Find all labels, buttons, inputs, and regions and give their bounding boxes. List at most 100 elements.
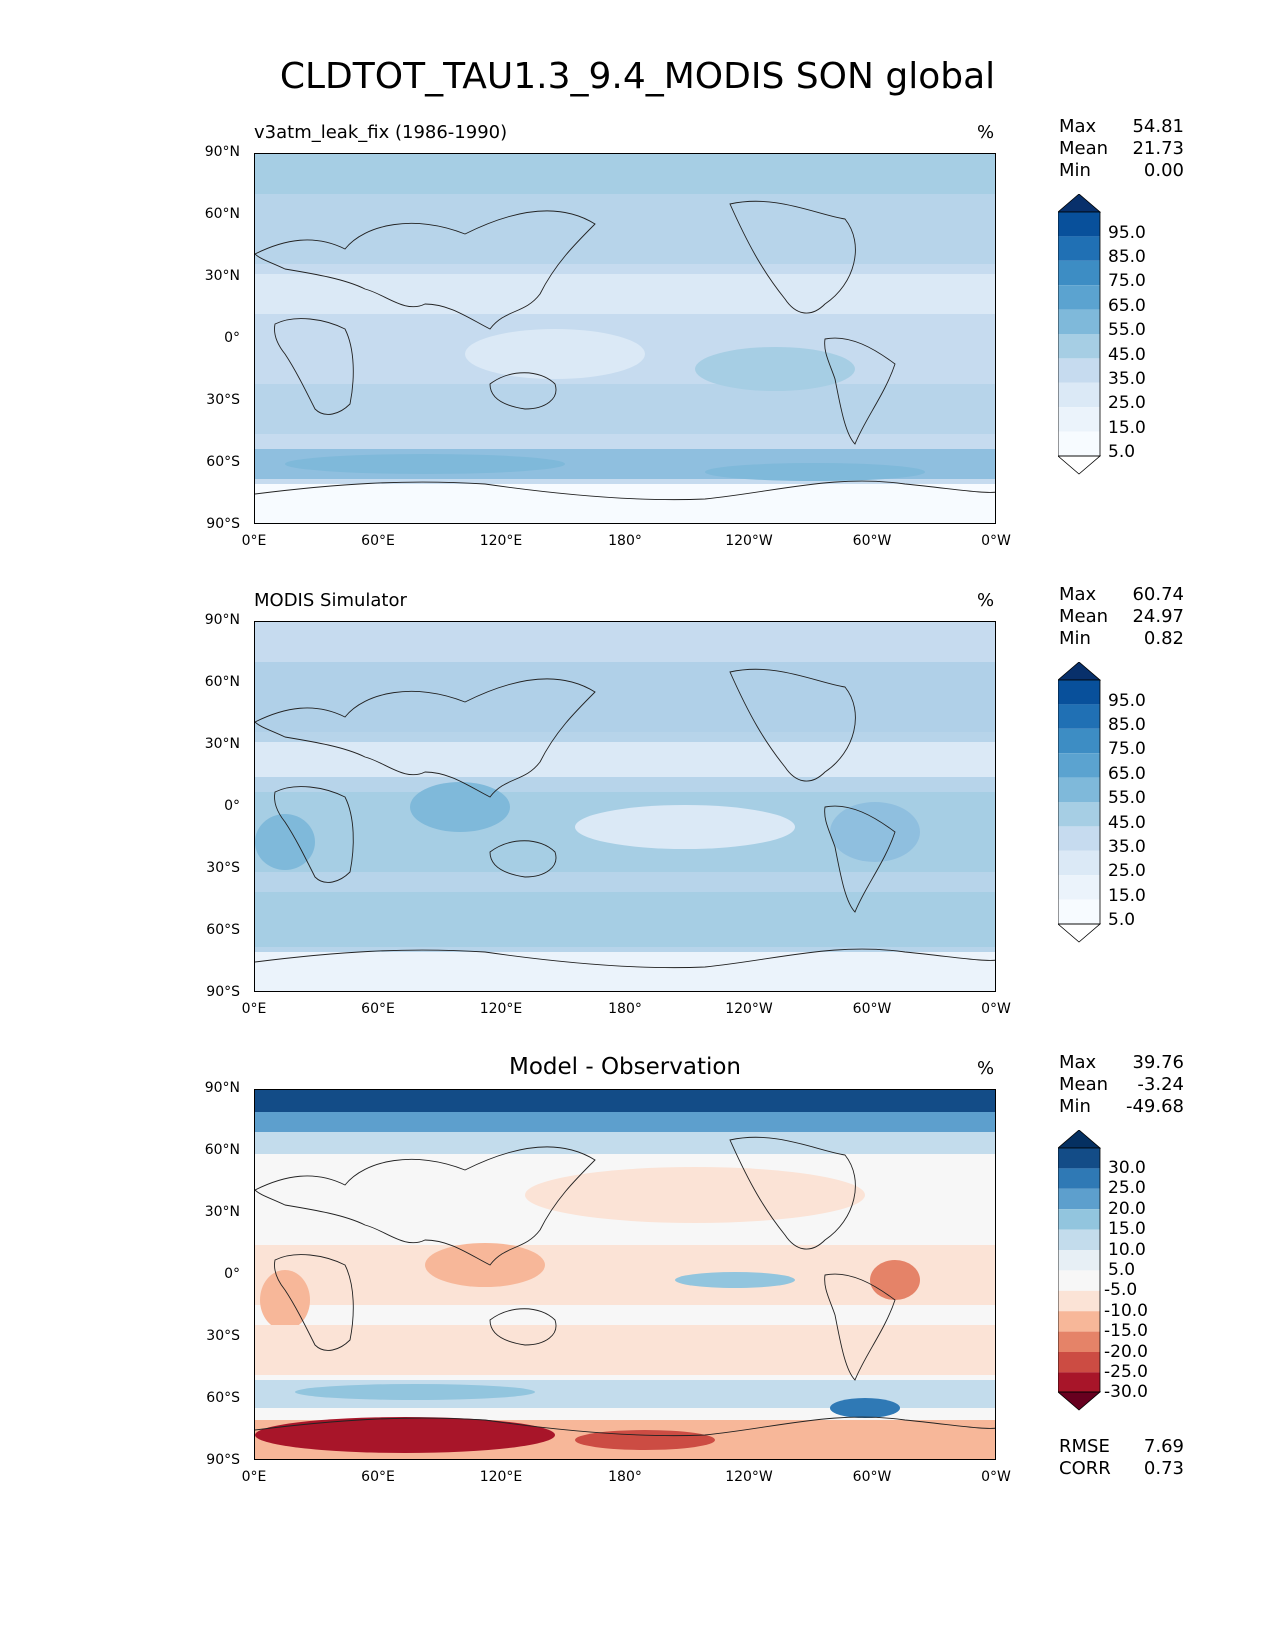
- colorbar-swatch: [1058, 358, 1100, 383]
- colorbar-extend-top: [1058, 662, 1102, 681]
- stat-max-value: 39.76: [1132, 1052, 1184, 1073]
- ytick-label: 90°S: [206, 516, 240, 532]
- xtick-label: 60°E: [361, 533, 395, 549]
- field-feature-3: [285, 454, 565, 474]
- colorbar-tick-label: 15.0: [1108, 1219, 1146, 1239]
- colorbar-tick-label: 85.0: [1108, 715, 1146, 735]
- ytick-label: 90°N: [204, 612, 240, 628]
- map-plot-area: [254, 1089, 996, 1460]
- field-feature-2: [410, 782, 510, 832]
- colorbar-swatch: [1058, 212, 1100, 237]
- colorbar-tick-label: 10.0: [1108, 1240, 1146, 1260]
- field-feature-indonesia: [425, 1243, 545, 1287]
- ytick-label: 90°N: [204, 1080, 240, 1096]
- stat-max-label: Max: [1059, 584, 1097, 605]
- field-band-north-mid: [255, 662, 995, 732]
- xtick-label: 60°W: [852, 533, 892, 549]
- stat-mean-value: 21.73: [1132, 138, 1184, 159]
- colorbar-swatch: [1058, 777, 1100, 802]
- colorbar-swatch: [1058, 1188, 1100, 1210]
- colorbar-frame: [1058, 679, 1101, 925]
- ytick-label: 60°S: [206, 454, 240, 470]
- colorbar-swatch: [1058, 728, 1100, 754]
- metric-rmse-value: 7.69: [1143, 1436, 1184, 1457]
- colorbar-tick-label: 65.0: [1108, 764, 1146, 784]
- colorbar-swatch: [1058, 875, 1100, 900]
- stat-min-label: Min: [1059, 160, 1091, 181]
- colorbar-tick-label: 95.0: [1108, 223, 1146, 243]
- stat-max-value: 54.81: [1132, 116, 1184, 137]
- field-band-southern-ocean: [255, 892, 995, 947]
- field-feature-pacific-n: [525, 1167, 865, 1223]
- units-label: %: [977, 590, 995, 611]
- field-band-arctic-2: [255, 1112, 995, 1132]
- stat-mean-value: -3.24: [1137, 1074, 1184, 1095]
- field-band-north-mid: [255, 194, 995, 264]
- colorbar-swatch: [1058, 1209, 1100, 1230]
- stat-mean-label: Mean: [1059, 138, 1109, 159]
- field-feature-2: [695, 347, 855, 391]
- colorbar-swatch: [1058, 850, 1100, 876]
- colorbar-swatch: [1058, 1229, 1100, 1250]
- stat-mean-value: 24.97: [1132, 606, 1184, 627]
- stat-mean-label: Mean: [1059, 606, 1109, 627]
- xtick-label: 60°W: [852, 1469, 892, 1485]
- field-band-arctic: [255, 622, 995, 662]
- xtick-label: 180°: [608, 1469, 642, 1485]
- field-feature-southern-ocean: [295, 1384, 535, 1400]
- stat-max-label: Max: [1059, 1052, 1097, 1073]
- metric-rmse-label: RMSE: [1059, 1436, 1110, 1457]
- map-field: [255, 154, 995, 523]
- colorbar-swatch: [1058, 704, 1100, 729]
- colorbar-tick-label: 35.0: [1108, 369, 1146, 389]
- ytick-label: 30°S: [206, 392, 240, 408]
- field-feature-1: [575, 805, 795, 849]
- colorbar-swatch: [1058, 899, 1100, 924]
- colorbar-tick-label: 25.0: [1108, 1178, 1146, 1198]
- xtick-label: 120°E: [479, 1469, 523, 1485]
- xtick-label: 180°: [608, 533, 642, 549]
- ytick-label: 30°N: [204, 268, 240, 284]
- map-field: [255, 1090, 995, 1459]
- field-feature-1: [465, 329, 645, 379]
- ytick-label: 90°S: [206, 1452, 240, 1468]
- stat-min-value: -49.68: [1125, 1096, 1184, 1117]
- ytick-label: 90°S: [206, 984, 240, 1000]
- colorbar-tick-label: 55.0: [1108, 788, 1146, 808]
- field-band-arctic-3: [255, 1132, 995, 1154]
- colorbar-tick-label: -25.0: [1104, 1362, 1148, 1382]
- colorbar-tick-label: 5.0: [1108, 1260, 1136, 1280]
- colorbar-extend-bottom: [1058, 455, 1102, 475]
- colorbar-tick-label: -15.0: [1104, 1321, 1148, 1341]
- colorbar-tick-label: 65.0: [1108, 296, 1146, 316]
- colorbar-swatch: [1058, 1168, 1100, 1189]
- xtick-label: 120°W: [725, 1469, 773, 1485]
- colorbar-swatch: [1058, 431, 1100, 456]
- colorbar-tick-label: 25.0: [1108, 861, 1146, 881]
- field-feature-atlantic-e: [260, 1270, 310, 1330]
- panel-test: v3atm_leak_fix (1986-1990) % Max 54.81 M…: [0, 110, 1275, 570]
- stat-max-label: Max: [1059, 116, 1097, 137]
- field-feature-3: [255, 814, 315, 870]
- colorbar-swatch: [1058, 1270, 1100, 1291]
- stat-max-value: 60.74: [1132, 584, 1184, 605]
- colorbar-swatch: [1058, 1352, 1100, 1373]
- field-band-arctic: [255, 154, 995, 194]
- colorbar-swatch: [1058, 285, 1100, 310]
- colorbar-tick-label: -30.0: [1104, 1382, 1148, 1402]
- xtick-label: 0°W: [981, 533, 1011, 549]
- colorbar-swatch: [1058, 1148, 1100, 1169]
- stat-min-value: 0.00: [1143, 160, 1184, 181]
- field-feature-4: [705, 463, 925, 481]
- xtick-label: 120°E: [479, 1001, 523, 1017]
- colorbar-tick-label: 45.0: [1108, 345, 1146, 365]
- colorbar-swatch: [1058, 1372, 1100, 1392]
- colorbar-swatch: [1058, 680, 1100, 705]
- colorbar-extend-top: [1058, 1130, 1102, 1149]
- xtick-label: 60°E: [361, 1001, 395, 1017]
- field-band-south-mid: [255, 384, 995, 434]
- panel-title: MODIS Simulator: [254, 590, 407, 611]
- xtick-label: 120°W: [725, 1001, 773, 1017]
- colorbar-swatch: [1058, 826, 1100, 851]
- colorbar-swatch: [1058, 1331, 1100, 1352]
